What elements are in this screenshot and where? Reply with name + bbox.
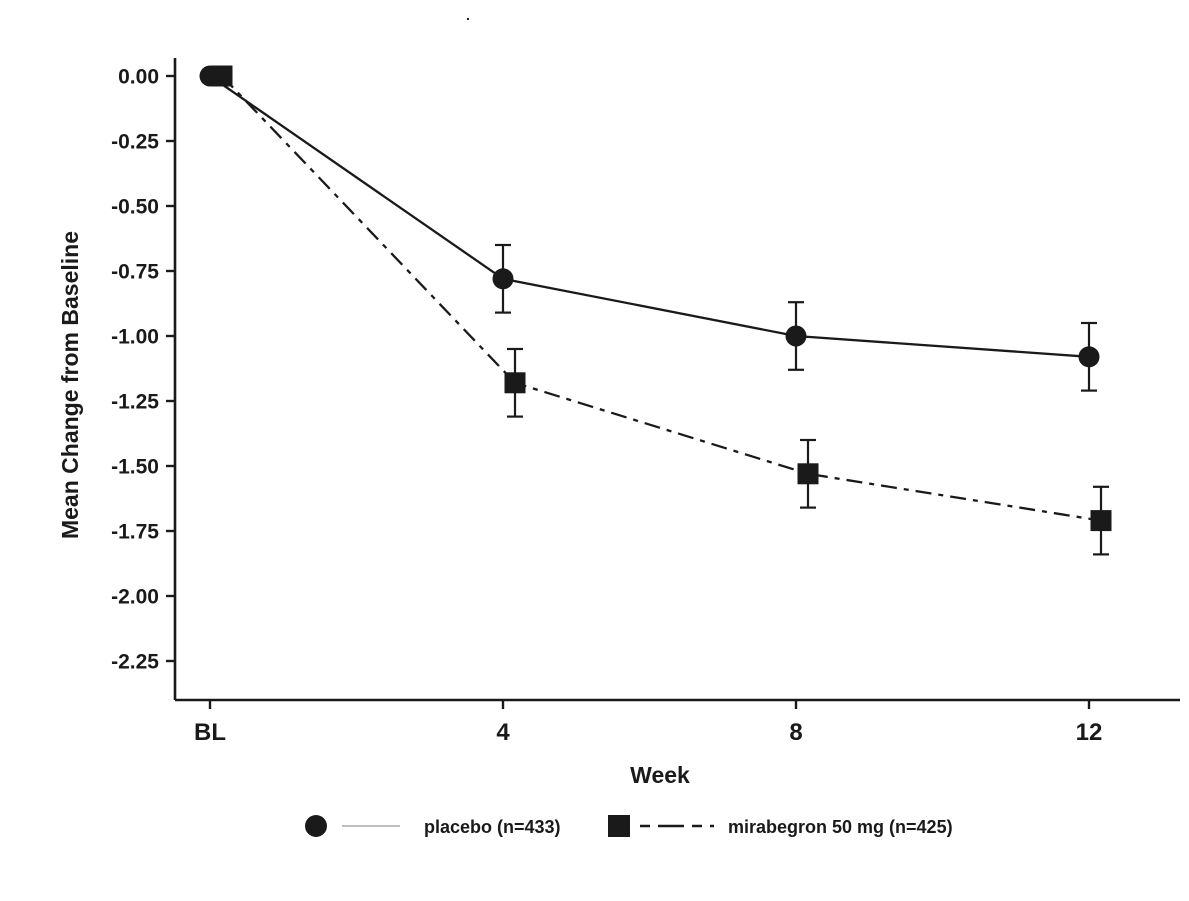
data-point-square-icon (504, 372, 526, 394)
x-tick-label: BL (194, 719, 226, 746)
y-axis-title: Mean Change from Baseline (57, 231, 83, 539)
plot-area: 0.00 -0.25 -0.50 -0.75 -1.00 -1.25 -1.50 -1.75 -… (111, 58, 1180, 746)
stray-dot: . (466, 7, 470, 23)
legend-marker-placebo-circle-icon (305, 815, 327, 837)
x-tick-label: 12 (1076, 719, 1103, 746)
y-tick-label: -1.50 (111, 455, 159, 478)
legend-label-mirabegron: mirabegron 50 mg (n=425) (728, 817, 953, 837)
data-point-circle-icon (492, 268, 514, 290)
data-point-square-icon (797, 463, 819, 485)
y-tick-label: -0.25 (111, 130, 159, 153)
data-point-square-icon (1090, 510, 1112, 532)
y-tick-label: -2.25 (111, 650, 159, 673)
x-axis-title: Week (630, 762, 690, 788)
legend-marker-mirabegron-square-icon (608, 815, 630, 837)
series-line-1 (221, 75, 1102, 522)
data-point-square-icon (211, 65, 233, 87)
y-tick-label: -2.00 (111, 585, 159, 608)
legend-label-placebo: placebo (n=433) (424, 817, 561, 837)
y-tick-label: -1.00 (111, 325, 159, 348)
data-point-circle-icon (785, 325, 807, 347)
legend: placebo (n=433) mirabegron 50 mg (n=425) (305, 815, 953, 837)
data-point-circle-icon (1078, 346, 1100, 368)
y-tick-label: 0.00 (118, 65, 159, 88)
y-tick-label: -1.75 (111, 520, 159, 543)
y-tick-label: -0.75 (111, 260, 159, 283)
y-tick-label: -1.25 (111, 390, 159, 413)
x-tick-label: 8 (789, 719, 802, 746)
y-tick-label: -0.50 (111, 195, 159, 218)
series-line-0 (209, 75, 1090, 358)
x-tick-label: 4 (496, 719, 510, 746)
